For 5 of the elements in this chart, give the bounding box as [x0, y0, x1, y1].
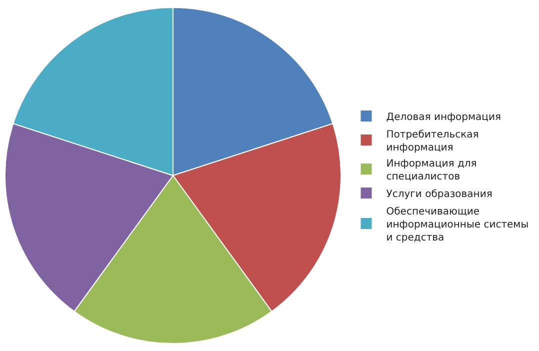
legend-label: Услуги образования: [386, 188, 492, 200]
legend-label: Информация для специалистов: [386, 158, 477, 182]
legend-label: Потребительская информация: [386, 129, 479, 154]
legend-label: Обеспечивающие информационные системы и средства: [386, 206, 529, 244]
legend-label: Деловая информация: [386, 112, 501, 123]
